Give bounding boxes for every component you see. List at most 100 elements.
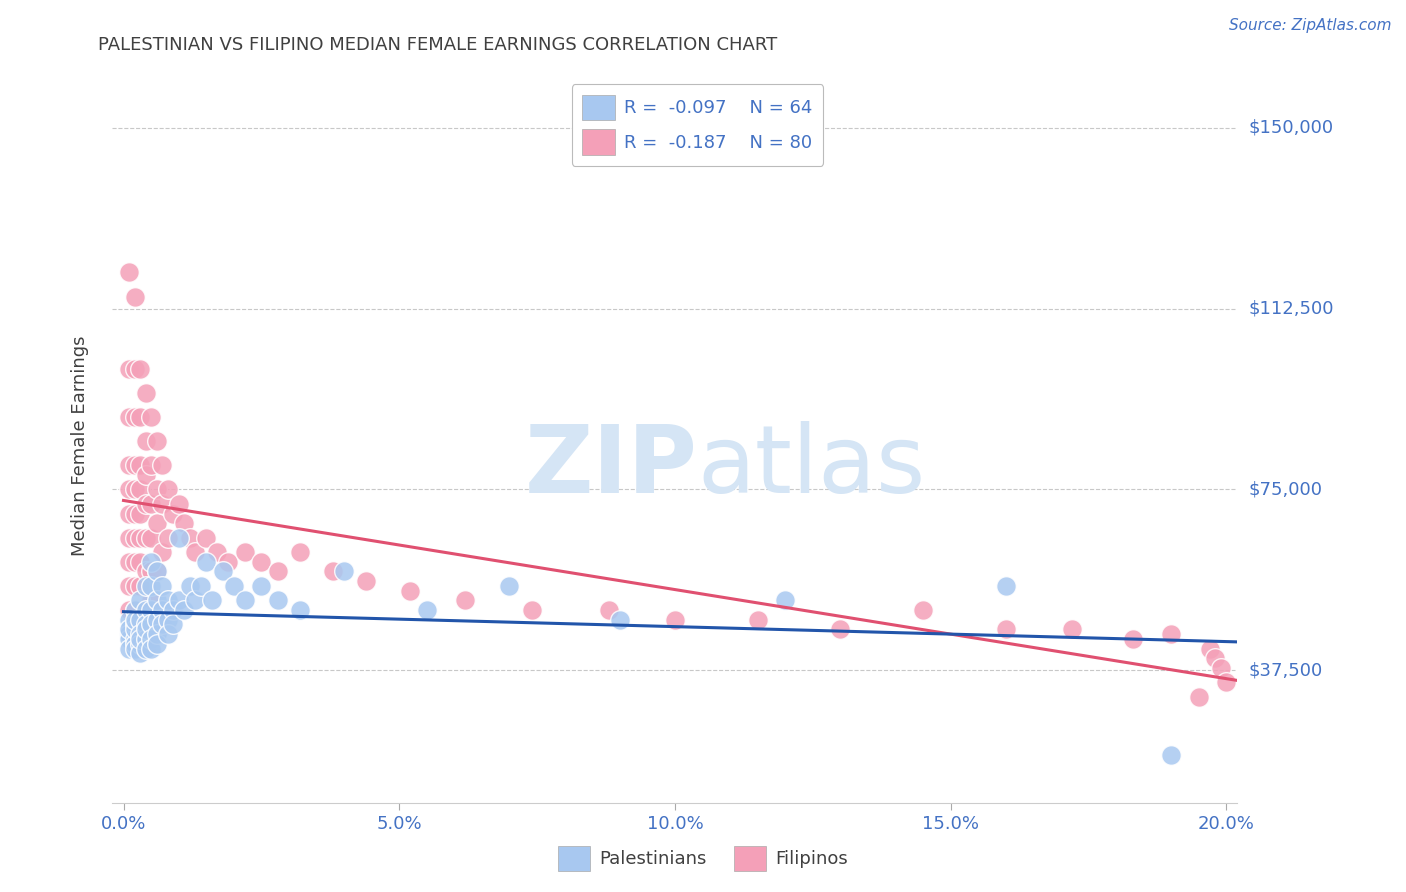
Point bbox=[145, 593, 167, 607]
Point bbox=[333, 565, 356, 579]
Point bbox=[118, 531, 141, 545]
Point bbox=[139, 458, 162, 473]
Point bbox=[129, 593, 152, 607]
Point bbox=[129, 627, 152, 641]
Point bbox=[118, 622, 141, 636]
Point bbox=[135, 565, 157, 579]
Point bbox=[145, 637, 167, 651]
Point bbox=[118, 483, 141, 497]
Point bbox=[1121, 632, 1143, 646]
Text: ZIP: ZIP bbox=[524, 421, 697, 514]
Point bbox=[233, 545, 256, 559]
Y-axis label: Median Female Earnings: Median Female Earnings bbox=[70, 335, 89, 557]
Point bbox=[129, 458, 152, 473]
Point bbox=[150, 579, 173, 593]
Text: PALESTINIAN VS FILIPINO MEDIAN FEMALE EARNINGS CORRELATION CHART: PALESTINIAN VS FILIPINO MEDIAN FEMALE EA… bbox=[98, 36, 778, 54]
Point bbox=[1160, 627, 1182, 641]
Point bbox=[139, 617, 162, 632]
Point bbox=[139, 565, 162, 579]
Point bbox=[454, 593, 477, 607]
Point bbox=[416, 603, 439, 617]
Point bbox=[233, 593, 256, 607]
Point bbox=[179, 579, 201, 593]
Point bbox=[124, 641, 146, 656]
Point bbox=[124, 531, 146, 545]
Point bbox=[150, 603, 173, 617]
Point bbox=[118, 507, 141, 521]
Point bbox=[288, 603, 311, 617]
Point bbox=[1204, 651, 1226, 665]
Point bbox=[135, 603, 157, 617]
Point bbox=[179, 531, 201, 545]
Text: Source: ZipAtlas.com: Source: ZipAtlas.com bbox=[1229, 18, 1392, 33]
Point bbox=[139, 603, 162, 617]
Point bbox=[145, 483, 167, 497]
Point bbox=[129, 579, 152, 593]
Point bbox=[124, 410, 146, 425]
Point bbox=[139, 641, 162, 656]
Point bbox=[167, 497, 190, 511]
Point bbox=[129, 483, 152, 497]
Text: $150,000: $150,000 bbox=[1249, 119, 1333, 136]
Point bbox=[135, 641, 157, 656]
Point bbox=[267, 565, 290, 579]
Point bbox=[118, 641, 141, 656]
Point bbox=[139, 497, 162, 511]
Point bbox=[354, 574, 377, 588]
Point bbox=[129, 531, 152, 545]
Point bbox=[150, 617, 173, 632]
Point bbox=[1215, 675, 1237, 690]
Point bbox=[1188, 690, 1211, 704]
Point bbox=[118, 613, 141, 627]
Point bbox=[773, 593, 796, 607]
Point bbox=[150, 545, 173, 559]
Point bbox=[520, 603, 543, 617]
Point bbox=[217, 555, 239, 569]
Point bbox=[145, 613, 167, 627]
Point bbox=[156, 593, 179, 607]
Point bbox=[156, 531, 179, 545]
Point bbox=[184, 545, 207, 559]
Point bbox=[124, 613, 146, 627]
Point bbox=[129, 613, 152, 627]
Point bbox=[129, 362, 152, 376]
Point bbox=[129, 646, 152, 660]
Point bbox=[124, 483, 146, 497]
Point bbox=[173, 603, 195, 617]
Text: $112,500: $112,500 bbox=[1249, 300, 1334, 318]
Point bbox=[139, 632, 162, 646]
Point bbox=[195, 531, 218, 545]
Point bbox=[129, 632, 152, 646]
Point bbox=[135, 497, 157, 511]
Point bbox=[162, 617, 184, 632]
Point bbox=[139, 579, 162, 593]
Point bbox=[250, 555, 273, 569]
Point bbox=[145, 565, 167, 579]
Point bbox=[288, 545, 311, 559]
Point bbox=[118, 362, 141, 376]
Point bbox=[124, 362, 146, 376]
Point bbox=[664, 613, 686, 627]
Point bbox=[322, 565, 344, 579]
Point bbox=[118, 458, 141, 473]
Point bbox=[145, 565, 167, 579]
Point bbox=[124, 603, 146, 617]
Point bbox=[124, 579, 146, 593]
Point bbox=[184, 593, 207, 607]
Text: $75,000: $75,000 bbox=[1249, 481, 1323, 499]
Point bbox=[1060, 622, 1083, 636]
Point bbox=[124, 617, 146, 632]
Point bbox=[135, 386, 157, 401]
Point bbox=[162, 507, 184, 521]
Point bbox=[118, 579, 141, 593]
Point bbox=[139, 531, 162, 545]
Point bbox=[139, 555, 162, 569]
Point bbox=[145, 434, 167, 449]
Point bbox=[124, 458, 146, 473]
Point bbox=[150, 497, 173, 511]
Point bbox=[156, 613, 179, 627]
Point bbox=[267, 593, 290, 607]
Text: $37,500: $37,500 bbox=[1249, 661, 1323, 679]
Point bbox=[135, 434, 157, 449]
Point bbox=[156, 483, 179, 497]
